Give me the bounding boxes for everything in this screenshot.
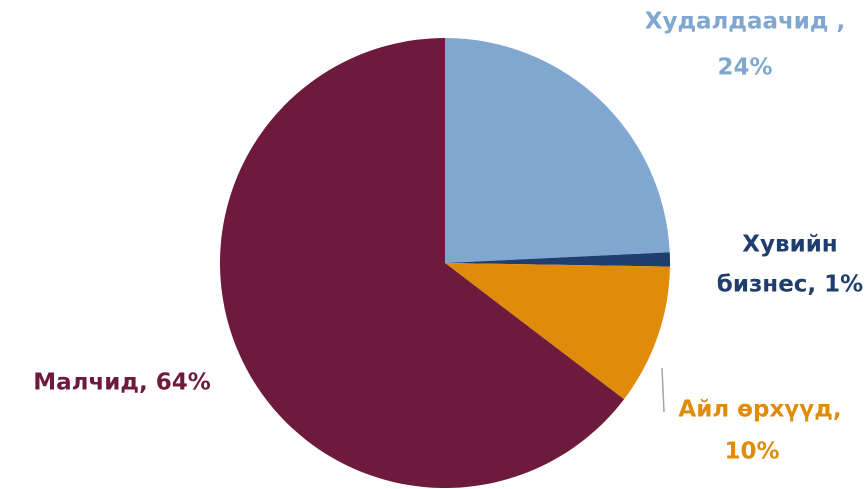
- data-label: Хувийн: [742, 232, 837, 258]
- leader-line: [661, 367, 665, 413]
- pie-slice: [445, 38, 670, 263]
- pie-slice: [445, 252, 670, 267]
- data-label: Худалдаачид ,: [645, 9, 846, 35]
- data-label: 24%: [717, 55, 772, 81]
- data-label: Малчид, 64%: [33, 370, 211, 396]
- data-label: Айл өрхүүд,: [678, 397, 841, 423]
- data-label: бизнес, 1%: [717, 272, 863, 298]
- pie-slice: [445, 263, 670, 400]
- pie-slice: [219, 38, 625, 488]
- data-label: 10%: [724, 439, 779, 465]
